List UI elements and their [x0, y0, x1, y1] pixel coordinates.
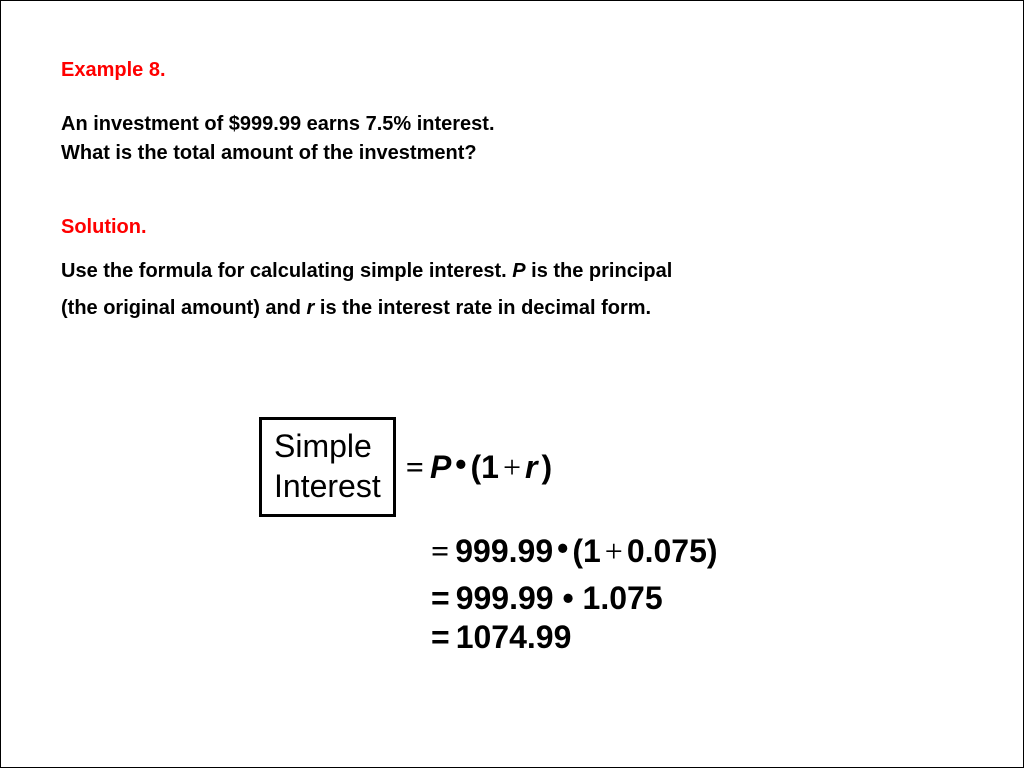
document-page: Example 8. An investment of $999.99 earn…: [1, 1, 1023, 367]
rhs-close: ): [537, 449, 552, 485]
variable-p-eq: P: [430, 449, 451, 485]
variable-r-eq: r: [525, 449, 537, 485]
equation-block: Simple Interest = P•(1+r) = 999.99•(1+0.…: [259, 419, 718, 662]
box-line-1: Simple: [274, 426, 381, 466]
example-label: Example 8.: [61, 59, 963, 82]
result-value: 1074.99: [456, 619, 572, 656]
simplify-step: 999.99 • 1.075: [456, 580, 663, 617]
solution-label: Solution.: [61, 216, 963, 239]
formula-rhs: P•(1+r): [430, 449, 552, 486]
solution-intro-3: is the interest rate in decimal form.: [314, 297, 651, 319]
solution-intro-1: Use the formula for calculating simple i…: [61, 260, 512, 282]
box-line-2: Interest: [274, 466, 381, 506]
equation-line-4: = 1074.99: [431, 619, 718, 656]
equals-sign: =: [406, 449, 424, 486]
rhs-mid: •(1+: [451, 449, 525, 485]
formula-name-box: Simple Interest: [259, 417, 396, 517]
equation-line-3: = 999.99 • 1.075: [431, 580, 718, 617]
equation-line-1: Simple Interest = P•(1+r): [259, 419, 718, 515]
example-question: An investment of $999.99 earns 7.5% inte…: [61, 110, 521, 168]
solution-text: Use the formula for calculating simple i…: [61, 253, 701, 327]
equals-sign: =: [431, 533, 449, 570]
substitution-step: 999.99•(1+0.075): [455, 533, 717, 570]
equals-sign: =: [431, 619, 450, 656]
equals-sign: =: [431, 580, 450, 617]
equation-line-2: = 999.99•(1+0.075): [431, 533, 718, 570]
variable-p: P: [512, 260, 525, 282]
